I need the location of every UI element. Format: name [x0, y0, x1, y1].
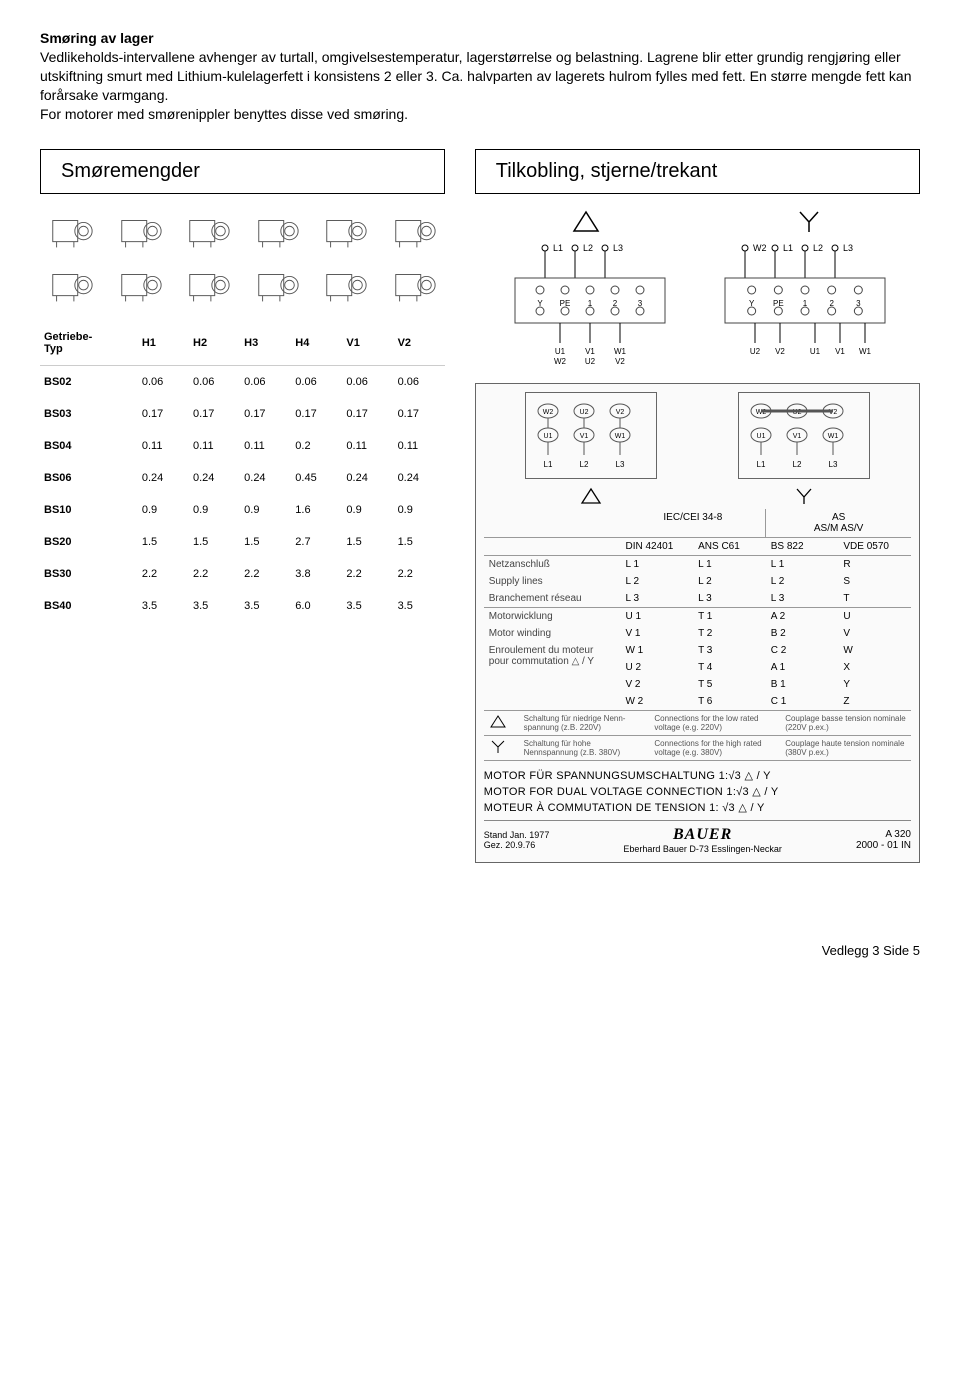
table-row: BS403.53.53.56.03.53.5 [40, 590, 445, 622]
svg-text:W1: W1 [828, 433, 839, 440]
table-row: BS302.22.22.23.82.22.2 [40, 558, 445, 590]
svg-text:2: 2 [829, 299, 834, 308]
table-row: BS060.240.240.240.450.240.24 [40, 462, 445, 494]
svg-text:W1: W1 [614, 433, 625, 440]
svg-text:PE: PE [559, 299, 570, 308]
svg-text:Y: Y [749, 299, 755, 308]
svg-text:L2: L2 [813, 243, 823, 253]
motor-illustration [314, 263, 376, 311]
svg-text:V1: V1 [585, 347, 595, 356]
svg-text:U1: U1 [810, 347, 821, 356]
svg-text:L3: L3 [829, 460, 838, 469]
bauer-logo: BAUER [623, 826, 782, 844]
svg-text:L2: L2 [579, 460, 588, 469]
right-column: Tilkobling, stjerne/trekant L1 L2 L3 Y PE 1 2 3… [475, 149, 920, 863]
delta-y-symbols [475, 209, 920, 234]
svg-text:U2: U2 [579, 409, 588, 416]
svg-text:1: 1 [803, 299, 808, 308]
delta-y-symbols-small [484, 487, 911, 505]
left-column: Smøremengder Getriebe- TypH1H2H3H4V1V2 B… [40, 149, 445, 863]
svg-text:L1: L1 [553, 243, 563, 253]
gez-date: Gez. 20.9.76 [484, 840, 550, 850]
motor-illustration [245, 263, 307, 311]
delta-icon [580, 487, 602, 505]
left-title: Smøremengder [40, 149, 445, 194]
heading: Smøring av lager [40, 30, 920, 46]
svg-text:L3: L3 [843, 243, 853, 253]
motor-illustration [177, 209, 239, 257]
delta-icon [571, 209, 601, 234]
motor-illustration [40, 263, 102, 311]
svg-text:V1: V1 [579, 433, 588, 440]
motor-illustration [314, 209, 376, 257]
wye-icon [793, 487, 815, 505]
motor-illustration [177, 263, 239, 311]
svg-text:U1: U1 [543, 433, 552, 440]
svg-text:U1: U1 [555, 347, 566, 356]
code-1: A 320 [856, 829, 911, 840]
svg-text:V2: V2 [615, 357, 625, 366]
svg-text:L3: L3 [613, 243, 623, 253]
svg-text:U2: U2 [585, 357, 596, 366]
stand-date: Stand Jan. 1977 [484, 830, 550, 840]
motor-illustration [245, 209, 307, 257]
svg-text:1: 1 [588, 299, 593, 308]
connection-table: NetzanschlußL 1L 1L 1RSupply linesL 2L 2… [484, 555, 911, 710]
svg-text:L1: L1 [783, 243, 793, 253]
voltage-note-table: Schaltung für niedrige Nenn-spannung (z.… [484, 710, 911, 760]
right-title: Tilkobling, stjerne/trekant [475, 149, 920, 194]
body-paragraph: Vedlikeholds-intervallene avhenger av tu… [40, 48, 920, 124]
svg-text:Y: Y [537, 299, 543, 308]
svg-text:PE: PE [773, 299, 784, 308]
svg-text:2: 2 [613, 299, 618, 308]
table-row: BS030.170.170.170.170.170.17 [40, 398, 445, 430]
svg-text:L3: L3 [615, 460, 624, 469]
small-terminal-boxes: W2 U2 V2 U1 V1 W1 L1 L2 L3 W2 U2 V2 U1 V1 W1 L1 L2 L3 [484, 392, 911, 479]
code-2: 2000 - 01 IN [856, 840, 911, 851]
page-footer: Vedlegg 3 Side 5 [40, 943, 920, 958]
svg-text:W2: W2 [753, 243, 767, 253]
table-row: BS020.060.060.060.060.060.06 [40, 365, 445, 398]
wye-icon [794, 209, 824, 234]
svg-text:3: 3 [638, 299, 643, 308]
table-row: BS100.90.90.91.60.90.9 [40, 494, 445, 526]
svg-text:W2: W2 [554, 357, 567, 366]
wiring-info-box: W2 U2 V2 U1 V1 W1 L1 L2 L3 W2 U2 V2 U1 V1 W1 L1 L2 L3 IE… [475, 383, 920, 863]
svg-text:3: 3 [856, 299, 861, 308]
svg-text:L1: L1 [543, 460, 552, 469]
logo-row: Stand Jan. 1977 Gez. 20.9.76 BAUER Eberh… [484, 820, 911, 854]
svg-text:V1: V1 [793, 433, 802, 440]
table-row: BS201.51.51.52.71.51.5 [40, 526, 445, 558]
svg-text:L1: L1 [757, 460, 766, 469]
motor-illustration [382, 263, 444, 311]
svg-text:V2: V2 [615, 409, 624, 416]
terminal-diagram-top: L1L2L3YPE123U1W2V1U2W1V2W2L1L2L3YPE123U2… [475, 238, 920, 378]
svg-text:W2: W2 [542, 409, 553, 416]
motor-illustration [40, 209, 102, 257]
motor-title-fr: MOTEUR À COMMUTATION DE TENSION 1: √3 △ … [484, 801, 911, 814]
motor-title-de: MOTOR FÜR SPANNUNGSUMSCHALTUNG 1:√3 △ / … [484, 769, 911, 782]
svg-text:V1: V1 [835, 347, 845, 356]
motor-illustrations [40, 209, 445, 311]
svg-text:V2: V2 [775, 347, 785, 356]
motor-illustration [108, 209, 170, 257]
logo-subtitle: Eberhard Bauer D-73 Esslingen-Neckar [623, 844, 782, 854]
motor-illustration [108, 263, 170, 311]
svg-text:U2: U2 [750, 347, 761, 356]
svg-text:L2: L2 [793, 460, 802, 469]
standards-table: IEC/CEI 34-8AS AS/M AS/V DIN 42401ANS C6… [484, 509, 911, 555]
table-row: BS040.110.110.110.20.110.11 [40, 430, 445, 462]
svg-text:L2: L2 [583, 243, 593, 253]
two-column-layout: Smøremengder Getriebe- TypH1H2H3H4V1V2 B… [40, 149, 920, 863]
lubrication-table: Getriebe- TypH1H2H3H4V1V2 BS020.060.060.… [40, 321, 445, 622]
wye-terminal-box: W2U2V2U1V1W1L1L2L3 [738, 392, 870, 479]
motor-illustration [382, 209, 444, 257]
motor-titles: MOTOR FÜR SPANNUNGSUMSCHALTUNG 1:√3 △ / … [484, 760, 911, 814]
motor-title-en: MOTOR FOR DUAL VOLTAGE CONNECTION 1:√3 △… [484, 785, 911, 798]
svg-text:W1: W1 [614, 347, 627, 356]
svg-text:U1: U1 [757, 433, 766, 440]
svg-text:W1: W1 [859, 347, 872, 356]
delta-terminal-box: W2 U2 V2 U1 V1 W1 L1 L2 L3 [525, 392, 657, 479]
